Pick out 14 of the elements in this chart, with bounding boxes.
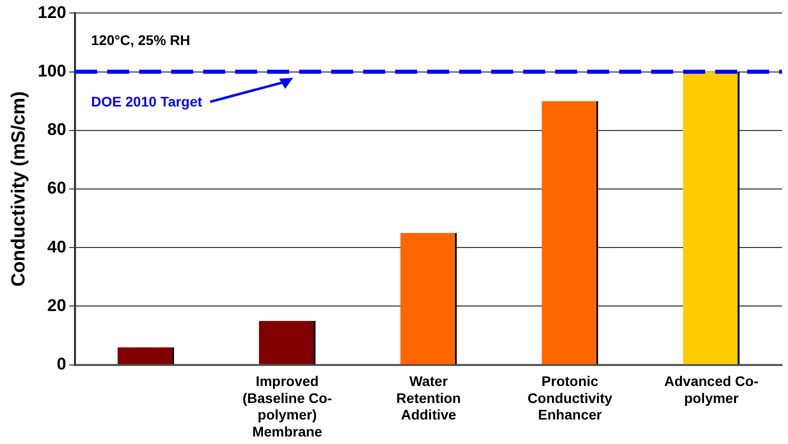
y-tick-label: 20 (47, 296, 66, 315)
x-tick-label: Advanced Co-polymer (664, 373, 759, 406)
y-axis-title: Conductivity (mS/cm) (8, 91, 30, 287)
annotation: 120°C, 25% RH (91, 32, 190, 48)
y-tick-label: 60 (47, 178, 66, 198)
x-tick-label: Improved (Baseline Co-polymer) Membrane (242, 373, 332, 440)
ref-line-label: DOE 2010 Target (91, 94, 203, 110)
y-tick-label: 80 (47, 120, 66, 140)
y-tick-label: 40 (47, 237, 66, 256)
x-tick-label: Protonic Conductivity Enhancer (528, 373, 613, 423)
y-tick-label: 0 (56, 354, 66, 374)
y-tick-label: 120 (38, 2, 66, 22)
x-tick-label: Water Retention Additive (396, 373, 461, 423)
y-tick-label: 100 (38, 61, 66, 80)
